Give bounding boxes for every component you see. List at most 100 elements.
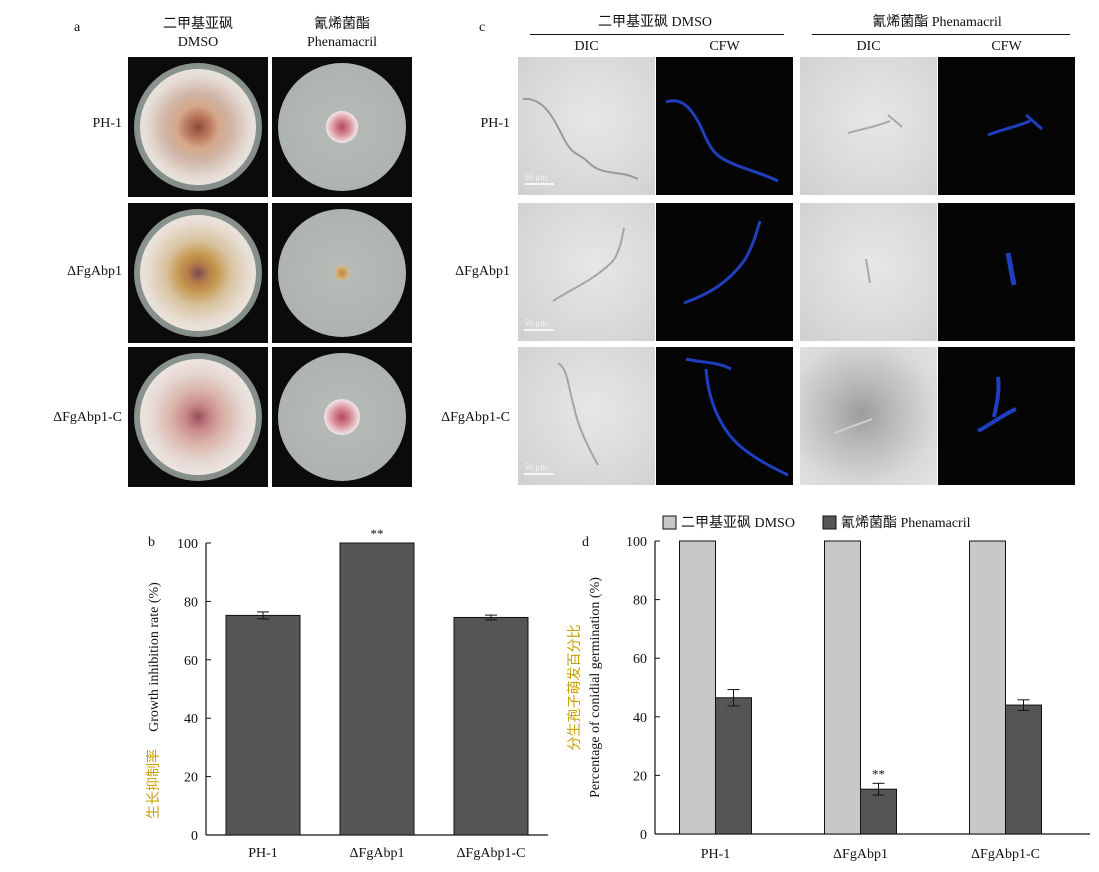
bar bbox=[715, 697, 752, 835]
y-axis-label-cn: 生长抑制率 bbox=[145, 749, 162, 819]
colony bbox=[324, 399, 360, 435]
y-tick-label: 60 bbox=[633, 652, 647, 667]
y-tick-label: 60 bbox=[184, 654, 198, 669]
x-tick-label: PH-1 bbox=[701, 847, 731, 862]
scale-bar-label: 50 μm bbox=[524, 462, 548, 472]
bars: ** bbox=[225, 526, 529, 836]
micrograph-cfw-abp1-phenamacril bbox=[938, 203, 1075, 341]
colony bbox=[326, 111, 358, 143]
panel-label-b: b bbox=[148, 535, 155, 550]
y-tick-label: 0 bbox=[640, 828, 647, 843]
colony bbox=[140, 359, 256, 475]
divider bbox=[530, 34, 784, 35]
chart-b: 生长抑制率 Growth inhibition rate (%) 0 20 40 60… bbox=[145, 526, 548, 861]
hypha-image bbox=[665, 99, 779, 183]
hypha-image bbox=[685, 357, 789, 477]
micrograph-dic-ph1-phenamacril bbox=[800, 57, 937, 195]
panel-c-row-label-abp1c: ΔFgAbp1-C bbox=[441, 410, 510, 425]
scale-bar-line bbox=[524, 473, 554, 475]
hypha-image bbox=[987, 113, 1043, 137]
micrograph-dic-abp1-dmso: 50 μm bbox=[518, 203, 655, 341]
hypha-image bbox=[865, 258, 871, 284]
scale-bar: 50 μm bbox=[524, 318, 554, 331]
hypha-image bbox=[552, 227, 625, 302]
plate-ph1-dmso bbox=[128, 57, 268, 197]
panel-c-row-label-abp1: ΔFgAbp1 bbox=[455, 264, 510, 279]
scale-bar-line bbox=[524, 183, 554, 185]
bar bbox=[339, 542, 415, 836]
colony bbox=[140, 215, 256, 331]
hypha-image bbox=[683, 220, 762, 305]
panel-c-row-label-ph1: PH-1 bbox=[480, 116, 510, 131]
y-tick-label: 100 bbox=[177, 537, 198, 552]
panel-a-row-label-abp1c: ΔFgAbp1-C bbox=[53, 410, 122, 425]
panel-c-subheader-dic: DIC bbox=[574, 39, 599, 54]
header-cn: 氰烯菌酯 bbox=[314, 17, 370, 32]
y-tick-label: 40 bbox=[633, 711, 647, 726]
scale-bar-label: 50 μm bbox=[524, 318, 548, 328]
panel-c-subheader-cfw: CFW bbox=[991, 39, 1022, 54]
plate-abp1-phenamacril bbox=[272, 203, 412, 343]
micrograph-dic-ph1-dmso: 50 μm bbox=[518, 57, 655, 195]
scale-bar: 50 μm bbox=[524, 462, 554, 475]
y-tick-label: 20 bbox=[633, 769, 647, 784]
x-tick-label: PH-1 bbox=[248, 846, 278, 861]
panel-label-a: a bbox=[74, 20, 81, 35]
micrograph-cfw-ph1-phenamacril bbox=[938, 57, 1075, 195]
bar bbox=[824, 540, 861, 835]
plate-abp1c-dmso bbox=[128, 347, 268, 487]
hypha-image bbox=[1005, 252, 1017, 286]
y-axis-label-cn: 分生孢子萌发百分比 bbox=[567, 625, 583, 751]
micrograph-cfw-ph1-dmso bbox=[656, 57, 793, 195]
panel-a-row-label-abp1: ΔFgAbp1 bbox=[67, 264, 122, 279]
significance-label: ** bbox=[371, 526, 384, 541]
x-tick-label: ΔFgAbp1 bbox=[350, 846, 405, 861]
hypha-image bbox=[522, 97, 639, 180]
x-tick-label: ΔFgAbp1 bbox=[833, 847, 888, 862]
panel-label-d: d bbox=[582, 535, 589, 550]
scale-bar: 50 μm bbox=[524, 172, 554, 185]
bar bbox=[679, 540, 716, 835]
y-axis-label-en: Percentage of conidial germination (%) bbox=[588, 577, 603, 798]
legend-label: 氰烯菌酯 Phenamacril bbox=[841, 515, 971, 531]
bar bbox=[453, 616, 529, 836]
header-en: Phenamacril bbox=[307, 35, 377, 50]
panel-c-group-header-phenamacril: 氰烯菌酯 Phenamacril bbox=[872, 15, 1002, 30]
bar bbox=[969, 540, 1006, 835]
y-tick-label: 40 bbox=[184, 712, 198, 727]
hypha-image bbox=[847, 114, 903, 134]
y-tick-label: 100 bbox=[626, 535, 647, 550]
micrograph-dic-abp1c-dmso: 50 μm bbox=[518, 347, 655, 485]
divider bbox=[812, 34, 1070, 35]
panel-label-c: c bbox=[479, 20, 486, 35]
y-tick-label: 80 bbox=[633, 594, 647, 609]
micrograph-dic-abp1c-phenamacril bbox=[800, 347, 937, 485]
scale-bar-label: 50 μm bbox=[524, 172, 548, 182]
panel-a-row-label-ph1: PH-1 bbox=[92, 116, 122, 131]
chart-d: 二甲基亚砜 DMSO 氰烯菌酯 Phenamacril 分生孢子萌发百分比 Per… bbox=[567, 514, 1090, 862]
panel-c-subheader-dic: DIC bbox=[856, 39, 881, 54]
legend-label: 二甲基亚砜 DMSO bbox=[681, 514, 795, 531]
y-axis-label-en: Growth inhibition rate (%) bbox=[147, 582, 162, 732]
micrograph-cfw-abp1-dmso bbox=[656, 203, 793, 341]
significance-label: ** bbox=[872, 766, 885, 781]
colony bbox=[335, 266, 349, 280]
plate-abp1c-phenamacril bbox=[272, 347, 412, 487]
micrograph-dic-abp1-phenamacril bbox=[800, 203, 937, 341]
panel-c-subheader-cfw: CFW bbox=[709, 39, 740, 54]
plate-abp1-dmso bbox=[128, 203, 268, 343]
panel-a-header-phenamacril: 氰烯菌酯 Phenamacril bbox=[272, 16, 412, 52]
panel-c-group-header-dmso: 二甲基亚砜 DMSO bbox=[598, 15, 712, 30]
scale-bar-line bbox=[524, 329, 554, 331]
y-tick-label: 20 bbox=[184, 771, 198, 786]
header-cn: 二甲基亚砜 bbox=[163, 17, 233, 32]
legend-swatch bbox=[822, 515, 837, 530]
bar bbox=[225, 614, 301, 836]
micrograph-cfw-abp1c-dmso bbox=[656, 347, 793, 485]
bar bbox=[860, 788, 897, 835]
legend-swatch bbox=[662, 515, 677, 530]
panel-a-header-dmso: 二甲基亚砜 DMSO bbox=[128, 16, 268, 52]
legend: 二甲基亚砜 DMSO 氰烯菌酯 Phenamacril bbox=[662, 514, 971, 531]
bars: ** bbox=[679, 540, 1042, 835]
x-tick-label: ΔFgAbp1-C bbox=[457, 846, 526, 861]
